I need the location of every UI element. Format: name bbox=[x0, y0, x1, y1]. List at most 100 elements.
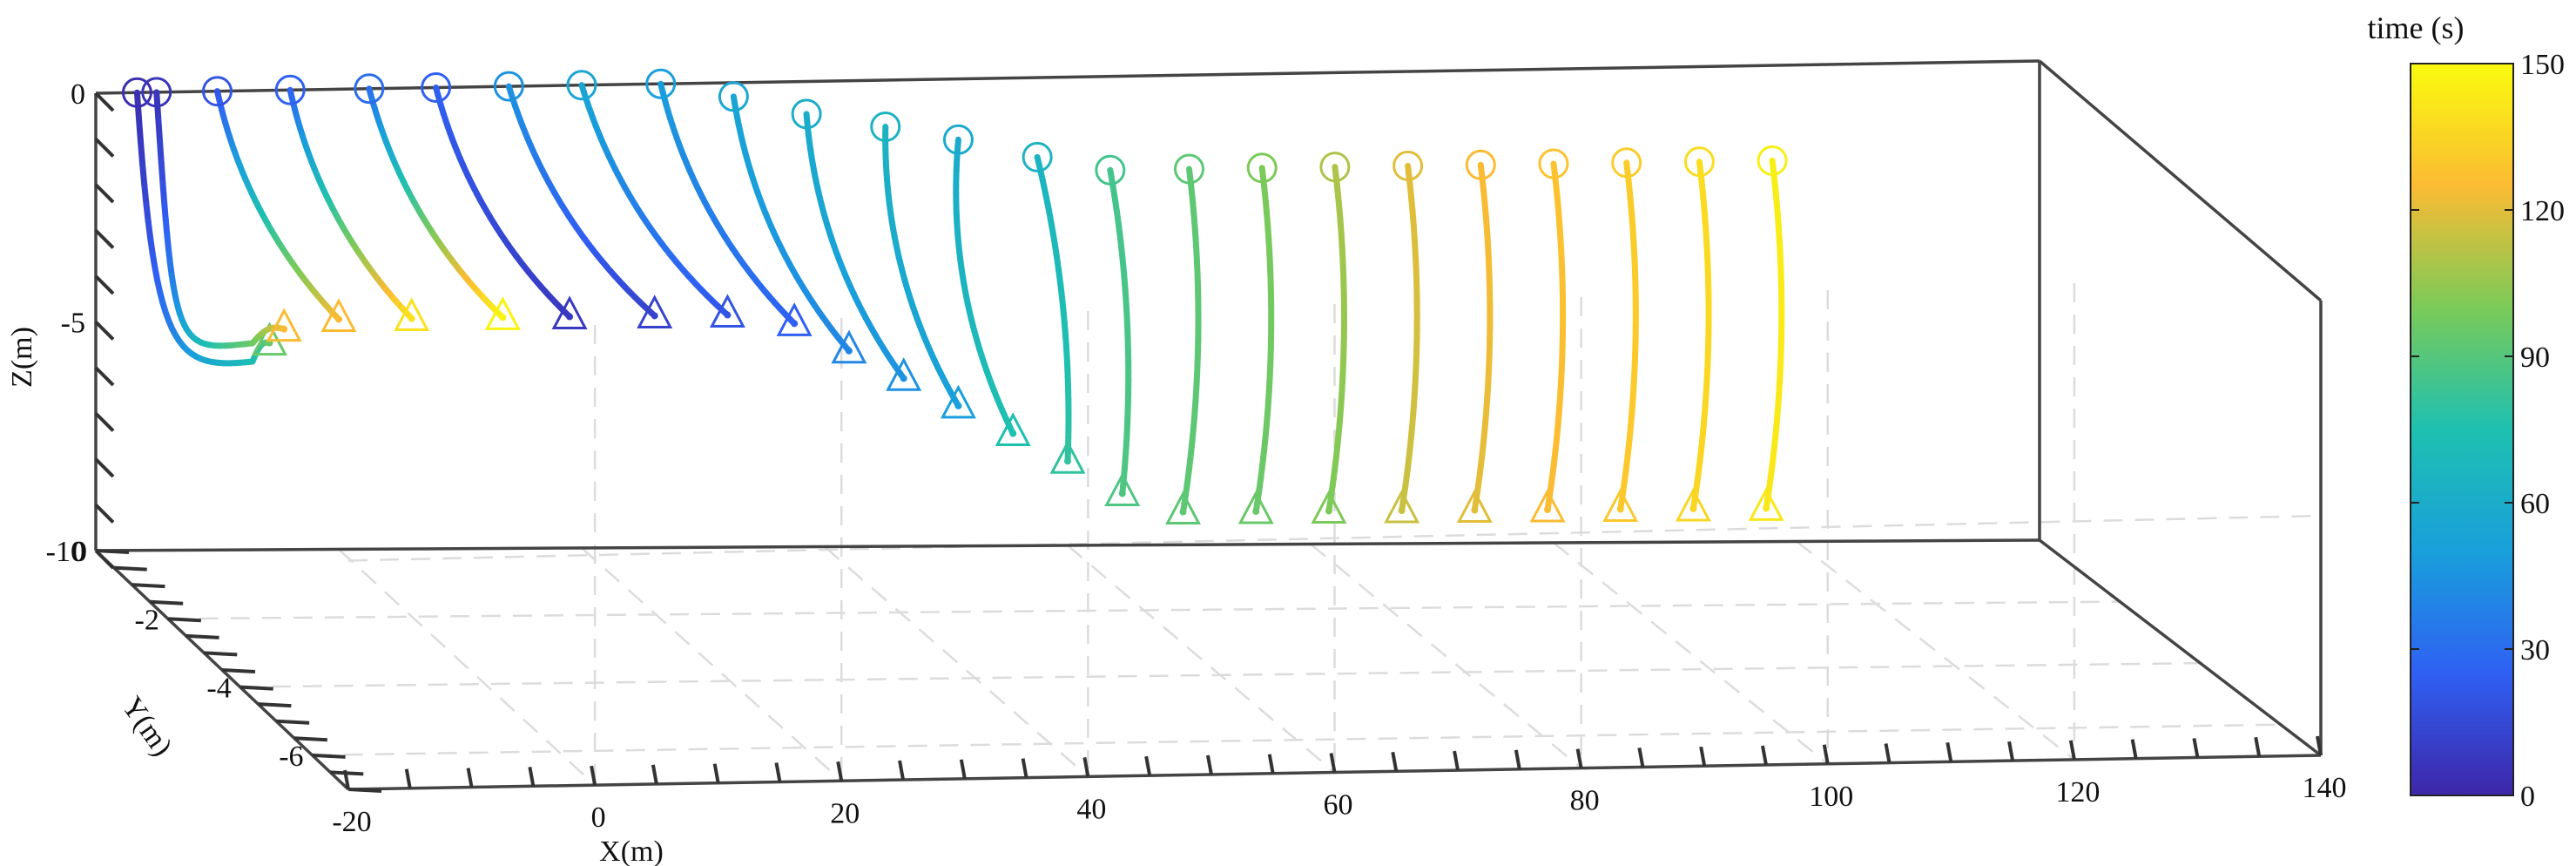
trajectory-15 bbox=[1095, 154, 1141, 506]
z-tick bbox=[94, 91, 115, 112]
trajectory-18 bbox=[1311, 152, 1351, 524]
z-tick bbox=[94, 504, 115, 524]
x-tick-label: 100 bbox=[1809, 781, 1853, 813]
x-tick bbox=[836, 761, 844, 781]
y-tick bbox=[276, 719, 310, 725]
end-marker-triangle bbox=[484, 296, 521, 330]
end-marker-triangle bbox=[1529, 488, 1566, 523]
end-point-dot bbox=[900, 375, 907, 382]
end-point-dot bbox=[954, 402, 962, 409]
end-marker-triangle bbox=[1748, 487, 1784, 521]
start-marker-circle bbox=[1393, 150, 1424, 181]
end-point-dot bbox=[1325, 507, 1332, 515]
start-marker-circle bbox=[354, 73, 385, 105]
trajectory-segment bbox=[157, 138, 165, 166]
start-marker-circle bbox=[791, 98, 822, 130]
x-tick bbox=[1329, 753, 1337, 773]
end-marker-triangle bbox=[886, 357, 922, 391]
x-tick-label: 80 bbox=[1570, 785, 1600, 817]
end-marker-triangle bbox=[1311, 490, 1347, 524]
start-marker-circle bbox=[1022, 141, 1053, 173]
trajectory-segment bbox=[155, 114, 164, 145]
colorbar-tick-label: 60 bbox=[2520, 488, 2550, 520]
end-point-dot bbox=[1689, 504, 1697, 512]
colorbar-ticks: 0 30 60 90 120 150 bbox=[2411, 49, 2565, 813]
trajectory-6 bbox=[421, 72, 588, 330]
trajectory-series bbox=[121, 68, 1788, 525]
end-point-dot bbox=[1616, 505, 1624, 513]
x-tick bbox=[1884, 743, 1892, 763]
x-tick-label: 140 bbox=[2303, 772, 2347, 804]
end-point-dot bbox=[280, 325, 288, 333]
y-tick bbox=[258, 702, 292, 708]
x-tick bbox=[404, 768, 412, 789]
grid-line bbox=[824, 545, 1089, 778]
x-tick bbox=[1144, 755, 1152, 776]
x-tick bbox=[2068, 740, 2076, 761]
z-tick bbox=[94, 138, 115, 158]
x-tick bbox=[2316, 735, 2323, 756]
y-tick bbox=[95, 549, 130, 554]
start-marker-circle bbox=[718, 81, 749, 112]
trajectory-segment bbox=[139, 160, 148, 188]
end-marker-triangle bbox=[1049, 440, 1086, 474]
start-marker-circle bbox=[1319, 152, 1351, 183]
trajectory-5 bbox=[354, 73, 521, 330]
x-tick-label: 20 bbox=[830, 797, 860, 829]
end-marker-triangle bbox=[1384, 489, 1420, 524]
x-axis-label: X(m) bbox=[599, 836, 664, 866]
x-tick bbox=[590, 765, 597, 786]
start-marker-circle bbox=[566, 70, 597, 101]
x-tick bbox=[712, 763, 720, 784]
x-tick bbox=[343, 769, 350, 790]
start-marker-circle bbox=[274, 74, 306, 105]
x-tick-label: 40 bbox=[1076, 793, 1106, 825]
z-tick bbox=[94, 366, 115, 387]
y-tick bbox=[131, 583, 165, 589]
end-point-dot bbox=[335, 315, 342, 323]
end-marker-triangle bbox=[637, 294, 673, 328]
start-marker-circle bbox=[202, 76, 233, 107]
start-marker-circle bbox=[1538, 148, 1569, 179]
start-marker-circle bbox=[1095, 154, 1126, 186]
y-tick bbox=[167, 617, 201, 623]
start-marker-circle bbox=[1757, 145, 1788, 176]
x-tick bbox=[1514, 749, 1521, 770]
z-tick bbox=[94, 274, 115, 295]
x-tick bbox=[1453, 750, 1460, 771]
start-marker-circle bbox=[1174, 153, 1204, 185]
x-tick bbox=[1761, 745, 1768, 766]
x-tick bbox=[528, 766, 536, 787]
axis-ticks: 0-5-100-2-4-6-20 0 20 40 60 80 100 120 140 bbox=[46, 78, 2347, 838]
end-point-dot bbox=[651, 312, 658, 320]
x-tick-label: 0 bbox=[591, 802, 606, 834]
end-marker-triangle bbox=[940, 384, 976, 419]
end-marker-triangle bbox=[394, 297, 430, 332]
end-marker-triangle bbox=[709, 294, 745, 328]
trajectory-10 bbox=[718, 81, 867, 364]
end-point-dot bbox=[1544, 505, 1552, 513]
end-marker-triangle bbox=[1165, 491, 1202, 525]
end-point-dot bbox=[1118, 490, 1126, 497]
grid-line bbox=[581, 547, 843, 782]
end-marker-triangle bbox=[1675, 487, 1711, 522]
end-point-dot bbox=[499, 314, 507, 321]
x-tick bbox=[898, 760, 905, 781]
trajectory-7 bbox=[493, 71, 673, 328]
axes-box-edge bbox=[2038, 59, 2323, 302]
x-tick-label: -20 bbox=[332, 806, 371, 838]
y-tick bbox=[239, 685, 273, 691]
grid-line bbox=[167, 600, 2121, 620]
trajectory-16 bbox=[1165, 153, 1204, 525]
start-marker-circle bbox=[421, 72, 452, 104]
end-point-dot bbox=[566, 313, 574, 321]
grid-line bbox=[1553, 542, 1829, 765]
grid-line bbox=[1067, 545, 1336, 774]
end-point-dot bbox=[791, 320, 799, 328]
start-marker-circle bbox=[121, 77, 152, 108]
z-tick bbox=[94, 321, 115, 341]
end-point-dot bbox=[845, 347, 853, 355]
x-tick bbox=[1637, 748, 1645, 768]
end-marker-triangle bbox=[1104, 472, 1141, 506]
z-tick bbox=[94, 229, 115, 249]
